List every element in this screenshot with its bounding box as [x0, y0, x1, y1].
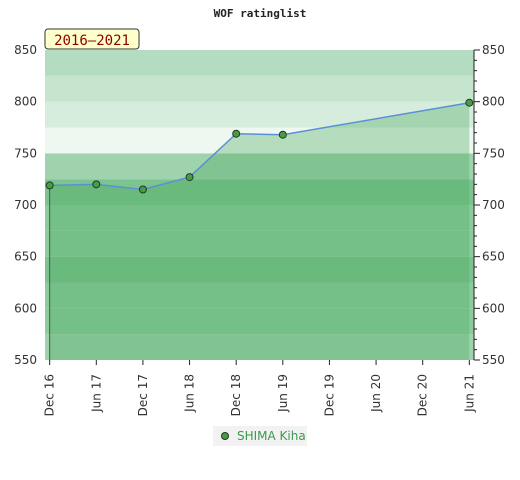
y-axis-right: 550 600 650 700 750 800 850 — [473, 43, 505, 367]
y-tick-label-left: 550 — [14, 353, 37, 367]
y-tick-label-right: 600 — [482, 301, 505, 315]
background-bands — [45, 50, 474, 360]
y-tick-label-right: 650 — [482, 250, 505, 264]
x-tick-label: Dec 19 — [322, 374, 336, 416]
y-tick-label-right: 750 — [482, 146, 505, 160]
x-tick-label: Dec 18 — [229, 374, 243, 416]
y-tick-label-left: 650 — [14, 250, 37, 264]
x-tick-label: Jun 21 — [462, 374, 476, 413]
data-point — [232, 129, 241, 138]
x-tick-label: Jun 20 — [369, 374, 383, 413]
period-badge-label: 2016–2021 — [54, 33, 130, 49]
data-point — [138, 185, 147, 194]
y-tick-label-left: 850 — [14, 43, 37, 57]
background-band — [45, 282, 474, 309]
x-tick-label: Jun 19 — [276, 374, 290, 413]
legend-marker — [221, 432, 229, 440]
chart-title: WOF ratinglist — [214, 7, 307, 20]
data-point — [45, 181, 54, 190]
x-tick-label: Dec 20 — [416, 374, 430, 416]
period-badge-box — [44, 28, 140, 50]
y-tick-label-left: 700 — [14, 198, 37, 212]
series-area — [49, 102, 470, 360]
background-band — [45, 153, 474, 180]
data-point — [185, 173, 194, 182]
x-axis: Dec 16 Jun 17 Dec 17 Jun 18 Dec 18 Jun 19 Dec … — [43, 360, 476, 416]
x-tick-label: Jun 18 — [183, 374, 197, 413]
data-point — [92, 180, 101, 189]
background-band — [45, 50, 474, 76]
data-point — [465, 98, 474, 107]
legend-box — [213, 426, 307, 446]
legend-label: SHIMA Kiha — [237, 429, 306, 443]
background-band — [45, 75, 474, 102]
y-axis-left: 550 600 650 700 750 800 850 — [14, 43, 37, 367]
y-tick-label-right: 800 — [482, 95, 505, 109]
background-band — [45, 179, 474, 205]
x-tick-label: Jun 17 — [89, 374, 103, 413]
y-tick-label-right: 550 — [482, 353, 505, 367]
y-tick-label-left: 600 — [14, 301, 37, 315]
y-tick-label-right: 700 — [482, 198, 505, 212]
y-tick-label-left: 750 — [14, 146, 37, 160]
area-fill — [49, 102, 470, 360]
background-band — [45, 308, 474, 335]
x-tick-label: Dec 16 — [43, 374, 57, 416]
y-tick-label-left: 800 — [14, 95, 37, 109]
data-point — [278, 130, 287, 139]
legend: SHIMA Kiha — [213, 426, 307, 446]
y-tick-label-right: 850 — [482, 43, 505, 57]
period-badge: 2016–2021 — [44, 28, 140, 50]
background-band — [45, 205, 474, 231]
background-band — [45, 127, 474, 154]
series-markers — [45, 98, 474, 194]
background-band — [45, 256, 474, 283]
background-band — [45, 230, 474, 257]
x-tick-label: Dec 17 — [136, 374, 150, 416]
background-band — [45, 334, 474, 360]
